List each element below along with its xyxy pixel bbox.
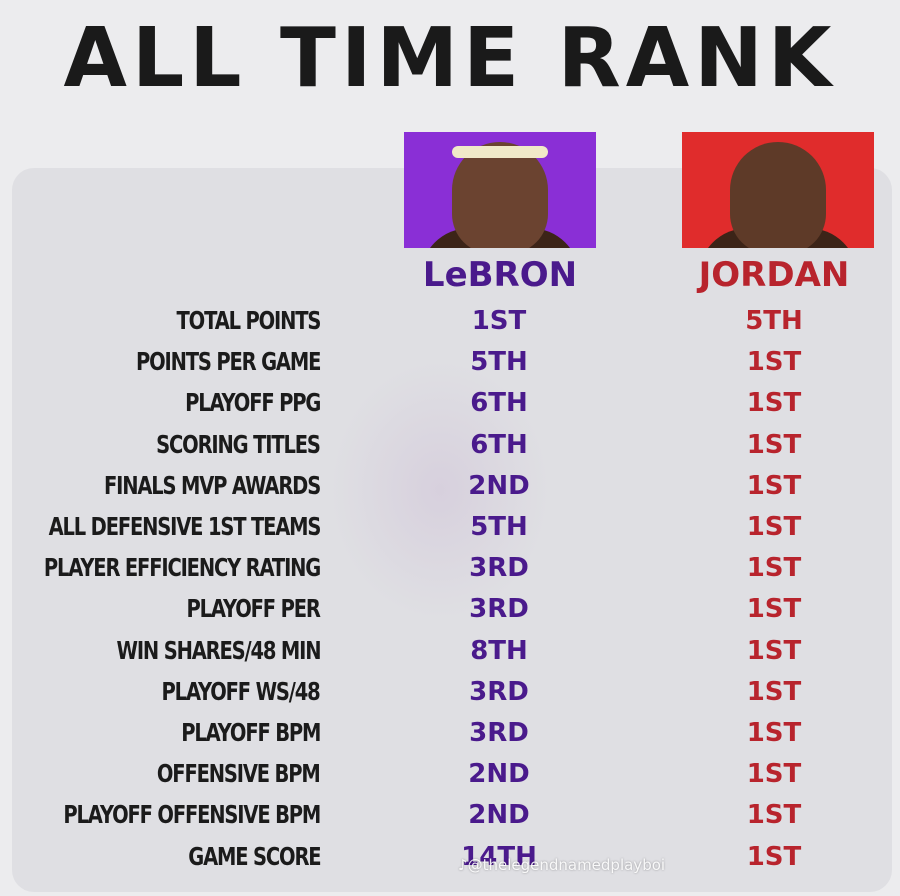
lebron-rank: 2ND — [468, 471, 530, 501]
lebron-rank: 3RD — [469, 594, 529, 624]
stat-label: OFFENSIVE BPM — [157, 759, 321, 788]
stat-label: PLAYOFF WS/48 — [162, 677, 321, 706]
lebron-rank: 8TH — [470, 636, 528, 666]
jordan-name: JORDAN — [698, 255, 850, 295]
page-title: ALL TIME RANK — [63, 11, 837, 106]
comparison-panel — [12, 168, 892, 892]
lebron-rank: 2ND — [468, 759, 530, 789]
lebron-photo — [404, 132, 596, 248]
lebron-rank: 5TH — [470, 512, 528, 542]
stat-label: GAME SCORE — [187, 842, 321, 871]
lebron-name: LeBRON — [422, 255, 578, 295]
panel-glow — [330, 360, 550, 620]
lebron-rank: 14TH — [461, 842, 537, 872]
jordan-rank: 5TH — [745, 306, 803, 336]
jordan-rank: 1ST — [746, 800, 802, 830]
lebron-rank: 6TH — [470, 430, 528, 460]
jordan-face — [730, 142, 826, 248]
lebron-face — [452, 142, 548, 248]
stat-label: WIN SHARES/48 MIN — [116, 636, 321, 665]
lebron-rank: 3RD — [469, 553, 529, 583]
jordan-rank: 1ST — [746, 718, 802, 748]
jordan-rank: 1ST — [746, 842, 802, 872]
watermark-text: @thelegendnamedplayboi — [467, 856, 666, 874]
jordan-rank: 1ST — [746, 347, 802, 377]
stat-label: ALL DEFENSIVE 1ST TEAMS — [48, 512, 321, 541]
watermark: ♪@thelegendnamedplayboi — [458, 856, 666, 874]
stat-label: PLAYOFF OFFENSIVE BPM — [63, 800, 321, 829]
jordan-photo — [682, 132, 874, 248]
stat-label: PLAYER EFFICIENCY RATING — [43, 553, 321, 582]
lebron-headband — [452, 146, 548, 158]
lebron-rank: 1ST — [471, 306, 527, 336]
jordan-rank: 1ST — [746, 759, 802, 789]
jordan-rank: 1ST — [746, 553, 802, 583]
lebron-rank: 2ND — [468, 800, 530, 830]
stat-label: PLAYOFF PPG — [184, 388, 321, 417]
stat-label: FINALS MVP AWARDS — [103, 471, 321, 500]
lebron-rank: 3RD — [469, 677, 529, 707]
stat-label: SCORING TITLES — [156, 430, 321, 459]
stat-label: POINTS PER GAME — [135, 347, 321, 376]
jordan-rank: 1ST — [746, 512, 802, 542]
jordan-rank: 1ST — [746, 388, 802, 418]
jordan-rank: 1ST — [746, 677, 802, 707]
jordan-rank: 1ST — [746, 636, 802, 666]
stat-label: PLAYOFF BPM — [180, 718, 321, 747]
lebron-rank: 6TH — [470, 388, 528, 418]
stat-label: PLAYOFF PER — [186, 594, 321, 623]
jordan-rank: 1ST — [746, 471, 802, 501]
jordan-rank: 1ST — [746, 594, 802, 624]
lebron-rank: 3RD — [469, 718, 529, 748]
stat-label: TOTAL POINTS — [176, 306, 321, 335]
jordan-rank: 1ST — [746, 430, 802, 460]
lebron-rank: 5TH — [470, 347, 528, 377]
